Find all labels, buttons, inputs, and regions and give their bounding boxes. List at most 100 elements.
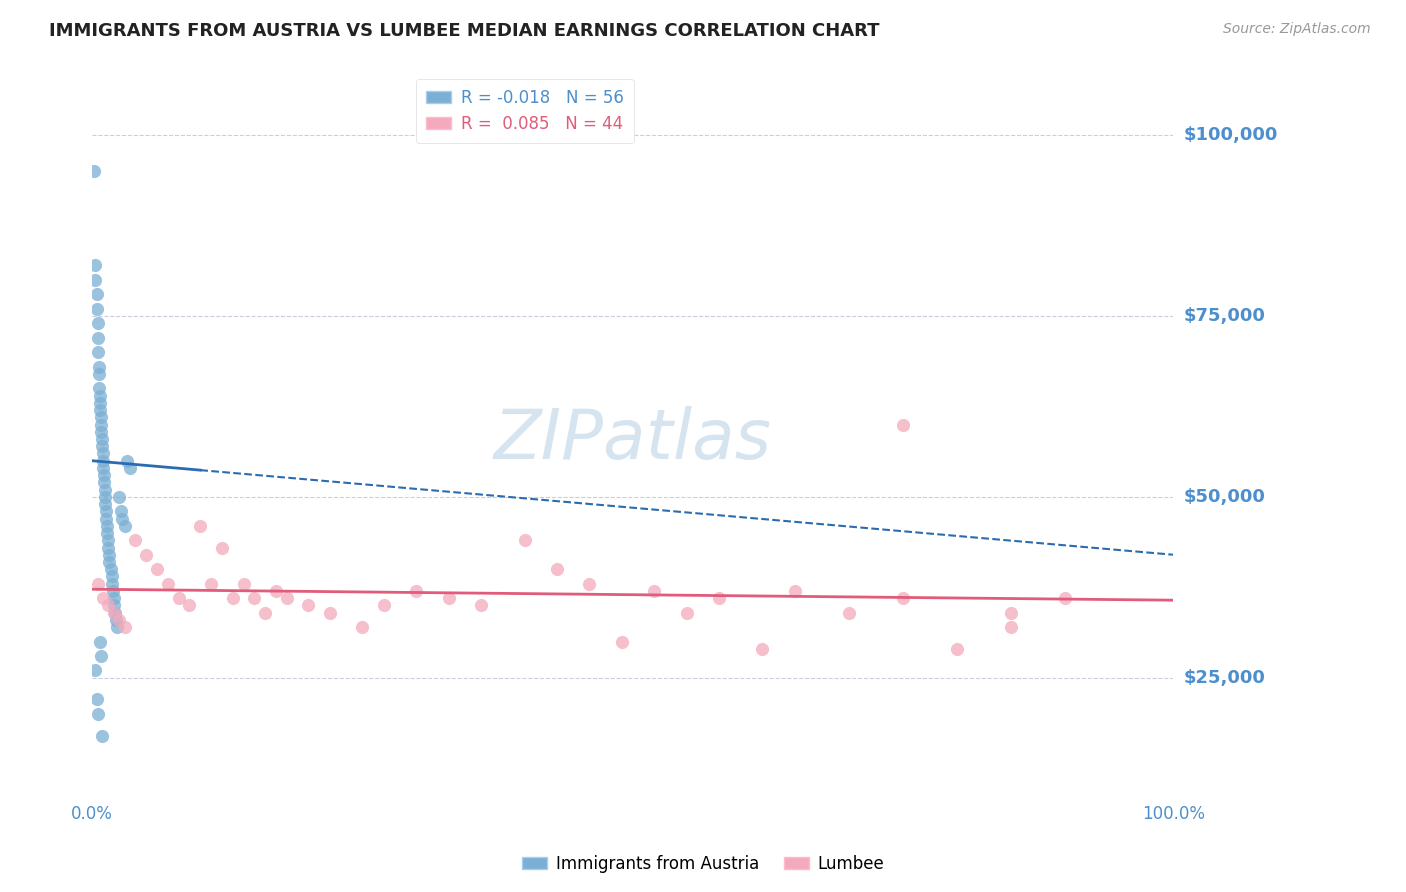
Point: [89, 389, 111, 403]
Point: [124, 533, 146, 548]
Point: [87, 381, 110, 395]
Point: [200, 576, 222, 591]
Point: [84, 259, 107, 273]
Legend: Immigrants from Austria, Lumbee: Immigrants from Austria, Lumbee: [516, 848, 890, 880]
Point: [93, 475, 115, 490]
Text: $100,000: $100,000: [1184, 127, 1278, 145]
Point: [103, 599, 125, 613]
Text: $50,000: $50,000: [1184, 488, 1265, 506]
Point: [90, 729, 112, 743]
Point: [110, 504, 132, 518]
Point: [891, 417, 914, 432]
Point: [838, 606, 860, 620]
Point: [100, 576, 122, 591]
Point: [89, 396, 111, 410]
Point: [86, 345, 108, 359]
Point: [254, 606, 277, 620]
Point: [111, 511, 134, 525]
Point: [91, 446, 114, 460]
Point: [103, 606, 125, 620]
Point: [101, 583, 124, 598]
Text: $25,000: $25,000: [1184, 669, 1265, 687]
Point: [90, 439, 112, 453]
Point: [578, 576, 600, 591]
Point: [115, 454, 138, 468]
Text: IMMIGRANTS FROM AUSTRIA VS LUMBEE MEDIAN EARNINGS CORRELATION CHART: IMMIGRANTS FROM AUSTRIA VS LUMBEE MEDIAN…: [49, 22, 880, 40]
Point: [118, 461, 141, 475]
Point: [86, 301, 108, 316]
Point: [211, 541, 233, 555]
Point: [83, 164, 105, 178]
Legend: R = -0.018   N = 56, R =  0.085   N = 44: R = -0.018 N = 56, R = 0.085 N = 44: [416, 78, 634, 143]
Point: [93, 468, 115, 483]
Point: [94, 490, 117, 504]
Point: [188, 518, 211, 533]
Point: [86, 316, 108, 330]
Point: [91, 461, 114, 475]
Point: [352, 620, 374, 634]
Point: [87, 367, 110, 381]
Point: [179, 599, 201, 613]
Point: [1054, 591, 1077, 606]
Point: [643, 583, 665, 598]
Point: [94, 483, 117, 497]
Point: [156, 576, 179, 591]
Point: [1000, 620, 1022, 634]
Point: [513, 533, 536, 548]
Point: [98, 548, 121, 562]
Point: [103, 591, 125, 606]
Point: [86, 692, 108, 706]
Point: [89, 634, 111, 648]
Point: [97, 541, 120, 555]
Point: [98, 555, 121, 569]
Point: [243, 591, 266, 606]
Text: ZIPatlas: ZIPatlas: [494, 406, 772, 473]
Point: [90, 417, 112, 432]
Point: [96, 511, 118, 525]
Point: [146, 562, 169, 576]
Point: [675, 606, 697, 620]
Point: [108, 613, 131, 627]
Point: [222, 591, 245, 606]
Point: [105, 620, 128, 634]
Point: [319, 606, 342, 620]
Point: [232, 576, 254, 591]
Point: [1000, 606, 1022, 620]
Point: [90, 432, 112, 446]
Point: [96, 504, 118, 518]
Point: [84, 664, 107, 678]
Point: [891, 591, 914, 606]
Point: [97, 599, 120, 613]
Point: [84, 273, 107, 287]
Point: [610, 634, 633, 648]
Point: [86, 287, 108, 301]
Point: [135, 548, 157, 562]
Point: [114, 518, 136, 533]
Point: [405, 583, 427, 598]
Point: [100, 569, 122, 583]
Point: [437, 591, 460, 606]
Point: [96, 526, 118, 541]
Point: [946, 641, 969, 656]
Point: [104, 613, 127, 627]
Point: [297, 599, 319, 613]
Point: [86, 576, 108, 591]
Point: [709, 591, 731, 606]
Point: [264, 583, 287, 598]
Point: [97, 533, 120, 548]
Point: [373, 599, 395, 613]
Point: [90, 648, 112, 663]
Point: [90, 410, 112, 425]
Point: [86, 706, 108, 721]
Text: $75,000: $75,000: [1184, 307, 1265, 325]
Point: [89, 403, 111, 417]
Point: [86, 331, 108, 345]
Point: [104, 606, 127, 620]
Point: [100, 562, 122, 576]
Point: [96, 518, 118, 533]
Point: [546, 562, 568, 576]
Point: [108, 490, 131, 504]
Point: [91, 454, 114, 468]
Point: [87, 359, 110, 374]
Point: [94, 497, 117, 511]
